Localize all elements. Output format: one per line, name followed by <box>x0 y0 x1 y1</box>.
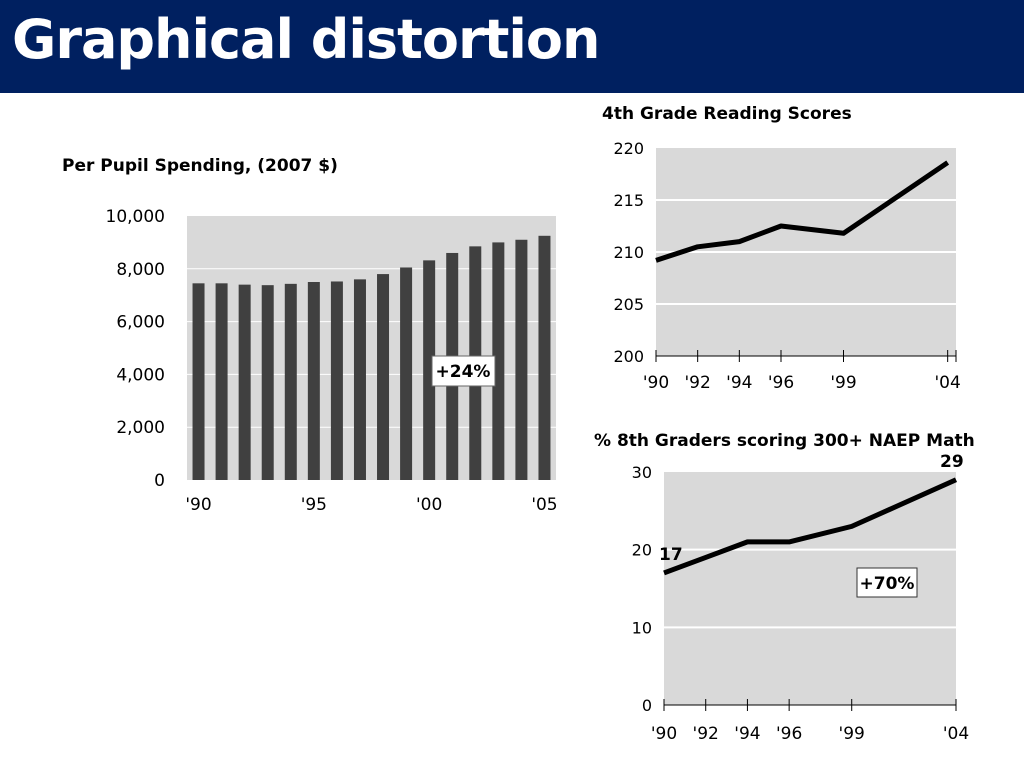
reading-y-tick-label: 210 <box>613 243 644 262</box>
page-title: Graphical distortion <box>12 8 600 71</box>
spending-x-tick-label: '05 <box>531 495 557 515</box>
spending-bar <box>215 283 228 480</box>
math-y-tick-label: 10 <box>632 618 652 637</box>
spending-y-tick-label: 8,000 <box>116 260 165 280</box>
reading-x-tick-label: '99 <box>830 373 856 393</box>
math-start-value-label: 17 <box>659 545 683 565</box>
reading-chart-title: 4th Grade Reading Scores <box>602 104 852 124</box>
reading-x-tick-label: '92 <box>685 373 711 393</box>
math-y-tick-label: 30 <box>632 463 652 482</box>
title-bar: Graphical distortion <box>0 0 1024 93</box>
math-y-tick-label: 20 <box>632 541 652 560</box>
spending-y-tick-label: 10,000 <box>106 207 165 227</box>
spending-chart-title: Per Pupil Spending, (2007 $) <box>62 156 338 176</box>
spending-bar <box>492 242 505 480</box>
reading-x-tick-label: '96 <box>768 373 794 393</box>
spending-bar <box>261 285 274 480</box>
spending-bar <box>353 279 366 480</box>
spending-bar <box>538 235 551 480</box>
spending-bar <box>377 274 390 480</box>
math-y-tick-label: 0 <box>642 696 652 715</box>
reading-y-tick-label: 215 <box>613 191 644 210</box>
spending-bar <box>192 283 205 480</box>
math-x-tick-label: '96 <box>776 724 802 744</box>
spending-x-tick-label: '95 <box>301 495 327 515</box>
spending-y-tick-label: 6,000 <box>116 313 165 333</box>
spending-bar <box>400 267 413 480</box>
spending-bar <box>515 239 528 480</box>
reading-x-tick-label: '04 <box>935 373 961 393</box>
spending-annotation-box <box>431 355 496 387</box>
math-series-line <box>663 477 958 576</box>
spending-bar <box>284 283 297 480</box>
reading-y-tick-label: 220 <box>613 139 644 158</box>
reading-x-tick-label: '90 <box>643 373 669 393</box>
spending-bar <box>238 284 251 480</box>
math-x-tick-label: '04 <box>943 724 969 744</box>
spending-x-tick-label: '00 <box>416 495 442 515</box>
spending-bar <box>330 281 343 480</box>
math-x-tick-label: '94 <box>734 724 760 744</box>
math-annotation-box <box>856 567 918 598</box>
math-chart-title: % 8th Graders scoring 300+ NAEP Math <box>594 431 975 451</box>
reading-y-tick-label: 200 <box>613 347 644 366</box>
spending-y-tick-label: 4,000 <box>116 365 165 385</box>
math-x-tick-label: '99 <box>839 724 865 744</box>
spending-y-tick-label: 2,000 <box>116 418 165 438</box>
spending-bar <box>307 282 320 480</box>
spending-bar <box>423 260 436 480</box>
math-x-tick-label: '92 <box>693 724 719 744</box>
spending-x-tick-label: '90 <box>185 495 211 515</box>
math-x-tick-label: '90 <box>651 724 677 744</box>
math-annotation-label: +70% <box>860 574 915 594</box>
spending-annotation-label: +24% <box>436 362 491 382</box>
reading-x-tick-label: '94 <box>726 373 752 393</box>
spending-y-tick-label: 0 <box>154 471 165 491</box>
math-end-value-label: 29 <box>940 452 964 472</box>
reading-series-line <box>655 160 950 263</box>
reading-y-tick-label: 205 <box>613 295 644 314</box>
